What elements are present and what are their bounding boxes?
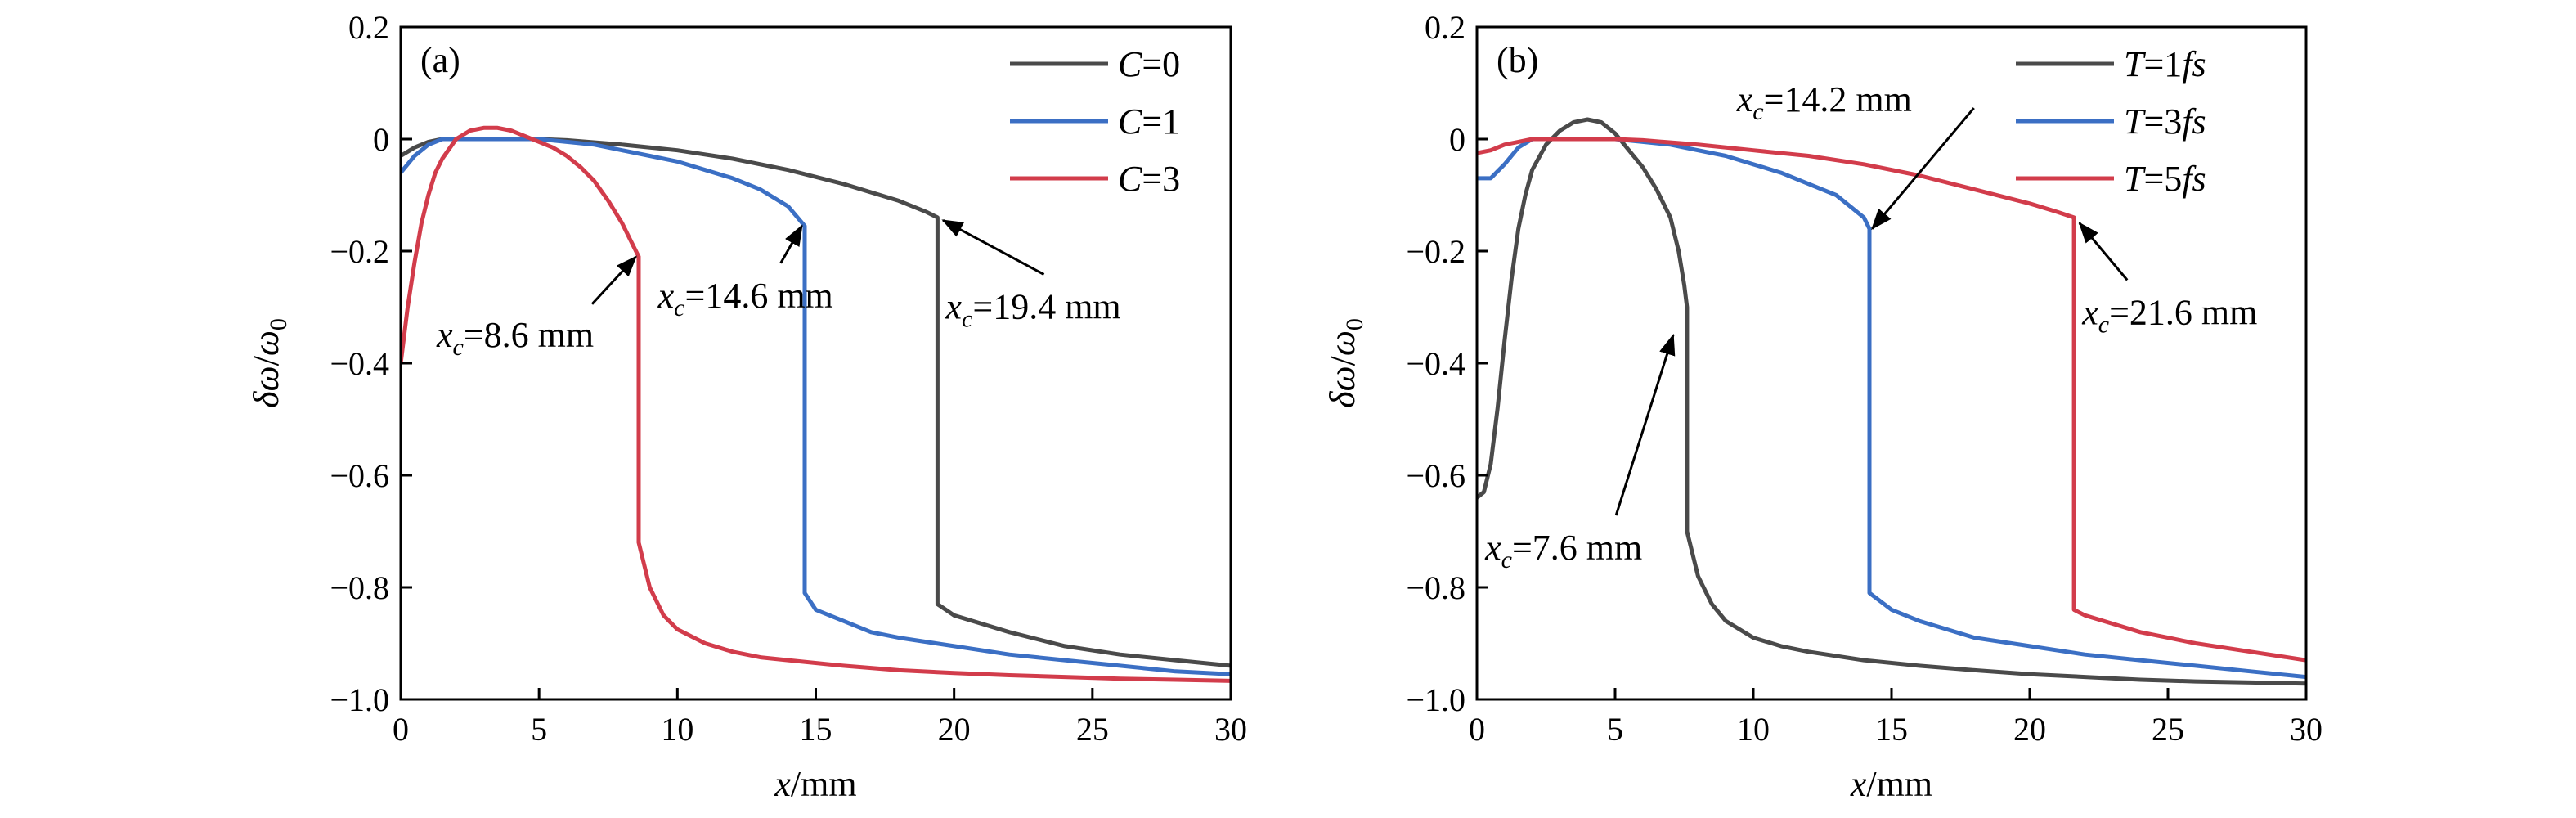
x-tick-label: 15 xyxy=(800,711,832,748)
series-line-1 xyxy=(1477,117,2306,686)
x-tick-label: 20 xyxy=(2013,711,2046,748)
y-tick-label: −0.4 xyxy=(1406,345,1465,382)
y-tick-label: 0.2 xyxy=(348,9,389,46)
y-axis-label: δω/ω0 xyxy=(246,318,292,408)
annotation-label-2: xc=14.6 mm xyxy=(657,276,833,321)
legend-label-3: C=3 xyxy=(1118,159,1180,199)
annotation-arrow-1 xyxy=(590,255,637,305)
x-tick-label: 5 xyxy=(1607,711,1623,748)
y-tick-label: −0.8 xyxy=(1406,569,1465,606)
annotation-arrow-2 xyxy=(2078,222,2129,281)
y-tick-label: −0.2 xyxy=(1406,233,1465,270)
x-tick-label: 30 xyxy=(1214,711,1247,748)
y-tick-label: 0.2 xyxy=(1425,9,1465,46)
x-tick-label: 0 xyxy=(393,711,409,748)
x-tick-label: 5 xyxy=(531,711,547,748)
x-tick-label: 20 xyxy=(938,711,971,748)
x-tick-label: 0 xyxy=(1469,711,1485,748)
x-tick-label: 25 xyxy=(1076,711,1109,748)
series-line-3 xyxy=(1477,137,2306,663)
y-tick-label: −0.6 xyxy=(330,457,389,494)
annotation-label-2: xc=21.6 mm xyxy=(2081,292,2257,338)
y-tick-label: −1.0 xyxy=(1406,681,1465,718)
series-line-2 xyxy=(1477,137,2306,680)
chart-panel-a: 0 5 10 15 20 25 30 0.2 0 −0.2 −0.4 −0.6 −0.8 −1.0 x/mm… xyxy=(246,9,1247,804)
y-axis-label: δω/ω0 xyxy=(1322,318,1368,408)
annotation-arrow-3 xyxy=(1614,333,1676,516)
legend-label-1: C=0 xyxy=(1118,44,1180,84)
panel-label: (b) xyxy=(1497,40,1538,80)
series-line-2 xyxy=(401,137,1231,676)
annotation-arrow-1 xyxy=(1871,107,1975,231)
y-tick-label: −0.4 xyxy=(330,345,389,382)
x-tick-label: 30 xyxy=(2290,711,2322,748)
annotation-label-3: xc=7.6 mm xyxy=(1484,528,1642,573)
y-tick-label: −0.8 xyxy=(330,569,389,606)
annotation-label-1: xc=14.2 mm xyxy=(1736,79,1912,125)
series-line-1 xyxy=(401,137,1231,668)
plot-frame xyxy=(399,25,1232,701)
annotation-arrow-2 xyxy=(779,224,803,264)
y-tick-label: −0.6 xyxy=(1406,457,1465,494)
series-line-3 xyxy=(401,125,1231,683)
annotation-label-3: xc=19.4 mm xyxy=(945,287,1121,333)
y-tick-label: 0 xyxy=(1449,121,1465,158)
x-tick-label: 25 xyxy=(2152,711,2184,748)
annotation-label-1: xc=8.6 mm xyxy=(436,315,594,361)
x-tick-label: 10 xyxy=(661,711,693,748)
legend-label-1: T=1fs xyxy=(2124,44,2206,84)
legend-label-3: T=5fs xyxy=(2124,159,2206,199)
x-axis-label: x/mm xyxy=(1850,764,1932,804)
x-tick-label: 10 xyxy=(1737,711,1770,748)
y-tick-label: −0.2 xyxy=(330,233,389,270)
y-tick-label: 0 xyxy=(373,121,389,158)
x-tick-label: 15 xyxy=(1875,711,1908,748)
legend-label-2: T=3fs xyxy=(2124,101,2206,142)
x-axis-label: x/mm xyxy=(774,764,856,804)
y-tick-label: −1.0 xyxy=(330,681,389,718)
legend-label-2: C=1 xyxy=(1118,101,1180,142)
annotation-arrow-3 xyxy=(941,219,1045,276)
panel-label: (a) xyxy=(420,40,460,80)
chart-panel-b: 0 5 10 15 20 25 30 0.2 0 −0.2 −0.4 −0.6 −0.8 −1.0 x/mm… xyxy=(1322,9,2322,804)
